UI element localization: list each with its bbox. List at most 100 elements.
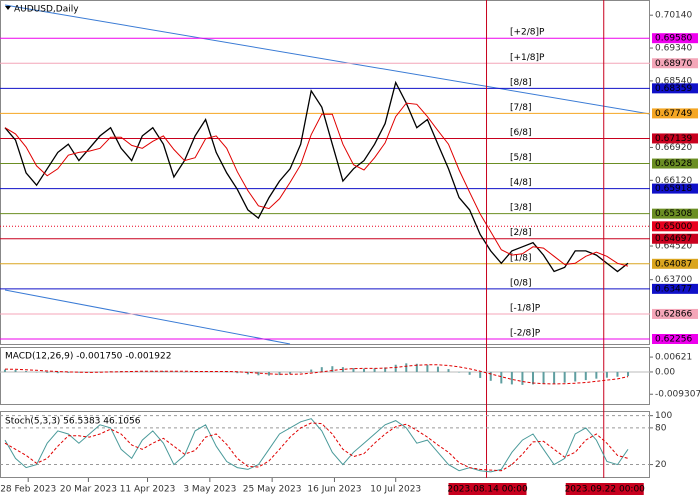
level-name: [4/8] (510, 178, 532, 188)
macd-bar (35, 371, 38, 373)
level-value: 0.68359 (655, 84, 692, 94)
macd-bar (595, 371, 598, 379)
macd-bar (25, 370, 28, 372)
y-tick-label: 20 (655, 460, 667, 470)
macd-bar (500, 371, 503, 384)
level-value: 0.67139 (655, 134, 692, 144)
macd-bar (289, 371, 292, 375)
macd-bar (542, 371, 545, 384)
macd-bar (447, 369, 450, 372)
y-tick-label: 0.66120 (655, 176, 692, 186)
y-tick-label: 0.00 (655, 367, 675, 377)
level-tag (652, 83, 698, 94)
x-tick-label: 20 Mar 2023 (60, 485, 117, 495)
y-tick-label: 0.69340 (655, 44, 692, 54)
macd-bar (616, 371, 619, 377)
macd-bar (77, 371, 80, 373)
level-tag (652, 33, 698, 44)
macd-bar (331, 366, 334, 372)
level-tag (652, 283, 698, 294)
y-tick-label: 0.64520 (655, 242, 692, 252)
level-name: [2/8] (510, 228, 532, 238)
level-name: [+2/8]P (510, 28, 545, 38)
level-value: 0.65918 (655, 184, 692, 194)
y-tick-label: -0.009307 (655, 390, 700, 400)
macd-bar (553, 371, 556, 384)
y-tick-label: 0.68540 (655, 76, 692, 86)
y-tick-label: 0.66920 (655, 143, 692, 153)
macd-bar (46, 371, 49, 373)
series-line (4, 102, 629, 267)
macd-bar (320, 367, 323, 372)
macd-bar (489, 371, 492, 381)
level-name: [5/8] (510, 153, 532, 163)
macd-bar (14, 370, 17, 372)
x-tick-label: 28 Feb 2023 (0, 485, 56, 495)
x-marker-tag (448, 483, 527, 495)
macd-bar (468, 371, 471, 375)
level-tag (652, 308, 698, 319)
y-tick-label: 0.63700 (655, 275, 692, 285)
level-tag (652, 108, 698, 119)
x-marker-label: 2023.09.22 00:00 (565, 485, 646, 495)
level-name: [-1/8]P (510, 303, 541, 313)
macd-bar (310, 369, 313, 372)
macd-bar (3, 369, 6, 372)
macd-bar (436, 366, 439, 372)
series-line (4, 418, 629, 473)
level-value: 0.67749 (655, 109, 692, 119)
macd-bar (405, 363, 408, 372)
trend-line (4, 289, 291, 345)
level-name: [-2/8]P (510, 329, 541, 339)
macd-title: MACD(12,26,9) -0.001750 -0.001922 (5, 352, 171, 362)
macd-bar (341, 367, 344, 372)
x-tick-label: 3 May 2023 (183, 485, 236, 495)
level-tag (652, 233, 698, 244)
level-tag (652, 158, 698, 169)
macd-bar (352, 368, 355, 372)
macd-bar (267, 371, 270, 376)
y-tick-label: 100 (655, 411, 672, 421)
level-name: [8/8] (510, 78, 532, 88)
level-value: 0.68970 (655, 59, 692, 69)
macd-bar (531, 371, 534, 385)
chart-title: AUDUSD,Daily (14, 5, 79, 15)
price-tag (652, 221, 698, 232)
macd-bar (67, 371, 70, 373)
macd-bar (510, 371, 513, 385)
macd-bar (394, 364, 397, 372)
level-value: 0.62256 (655, 335, 692, 345)
macd-bar (278, 371, 281, 376)
macd-bar (257, 371, 260, 376)
macd-panel (0, 347, 650, 405)
level-value: 0.62866 (655, 309, 692, 319)
macd-bar (426, 364, 429, 372)
level-name: [+1/8]P (510, 53, 545, 63)
level-tag (652, 258, 698, 269)
macd-bar (172, 371, 175, 372)
macd-bar (56, 371, 59, 374)
stoch-title: Stoch(5,3,3) 56.5383 46.1056 (5, 417, 141, 427)
macd-bar (605, 371, 608, 378)
macd-bar (415, 363, 418, 372)
stoch-panel (0, 411, 650, 478)
level-value: 0.69580 (655, 34, 692, 44)
symbol-icon (5, 6, 11, 10)
macd-bar (88, 371, 91, 373)
level-name: [6/8] (510, 128, 532, 138)
x-marker-tag (565, 483, 644, 495)
macd-bar (479, 371, 482, 378)
x-tick-label: 16 Jun 2023 (307, 485, 361, 495)
level-name: [7/8] (510, 103, 532, 113)
level-value: 0.65308 (655, 209, 692, 219)
x-tick-label: 11 Apr 2023 (120, 485, 176, 495)
macd-bar (521, 371, 524, 385)
main-panel (0, 0, 650, 345)
series-line (4, 80, 629, 273)
level-tag (652, 208, 698, 219)
macd-bar (225, 371, 228, 373)
macd-bar (458, 371, 461, 373)
level-name: [3/8] (510, 203, 532, 213)
level-value: 0.64087 (655, 259, 692, 269)
